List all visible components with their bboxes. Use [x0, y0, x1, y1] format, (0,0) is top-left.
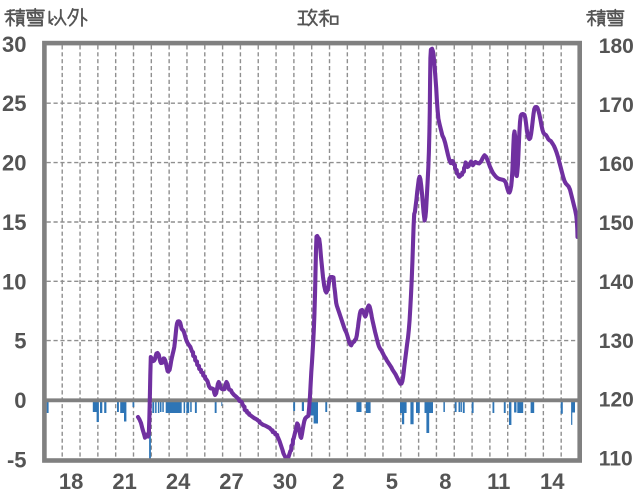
- svg-text:20: 20: [2, 151, 26, 176]
- svg-text:140: 140: [599, 271, 634, 294]
- svg-text:30: 30: [273, 469, 297, 494]
- svg-text:5: 5: [386, 469, 398, 494]
- svg-text:30: 30: [2, 32, 26, 57]
- svg-text:0: 0: [14, 388, 26, 413]
- svg-text:10: 10: [2, 269, 26, 294]
- svg-text:2: 2: [332, 469, 344, 494]
- svg-text:150: 150: [599, 212, 634, 235]
- svg-text:24: 24: [166, 469, 191, 494]
- svg-text:11: 11: [487, 469, 510, 494]
- svg-text:5: 5: [14, 329, 26, 354]
- svg-text:18: 18: [59, 469, 83, 494]
- svg-text:15: 15: [2, 210, 26, 235]
- svg-text:21: 21: [112, 469, 136, 494]
- svg-text:110: 110: [599, 448, 633, 471]
- svg-text:120: 120: [599, 389, 634, 412]
- svg-text:14: 14: [540, 469, 565, 494]
- svg-text:25: 25: [2, 91, 26, 116]
- svg-text:160: 160: [599, 153, 634, 176]
- svg-text:170: 170: [599, 94, 634, 117]
- svg-text:180: 180: [599, 35, 634, 58]
- svg-text:-5: -5: [7, 447, 27, 472]
- svg-text:27: 27: [219, 469, 243, 494]
- svg-text:8: 8: [439, 469, 451, 494]
- svg-text:130: 130: [599, 330, 634, 353]
